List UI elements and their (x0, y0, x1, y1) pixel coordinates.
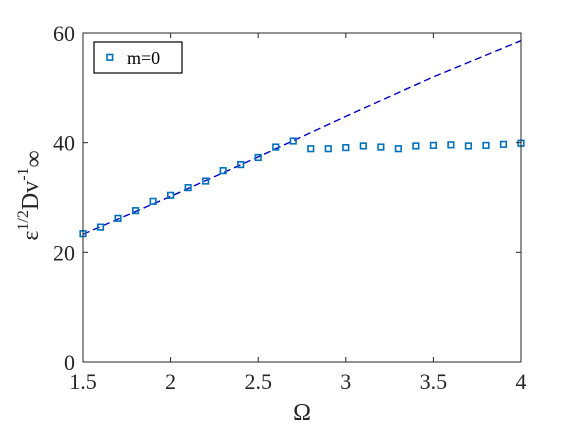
data-point (202, 177, 210, 185)
x-axis-label: Ω (293, 400, 311, 426)
x-tick-label: 2.5 (244, 369, 272, 394)
x-tick-label: 2 (165, 369, 176, 394)
series-layer (79, 40, 525, 238)
data-point (272, 143, 280, 151)
data-point (499, 140, 508, 148)
data-point (377, 143, 385, 151)
y-label-base-sup: 1/2 (15, 210, 32, 230)
data-point (429, 141, 438, 150)
data-point (342, 144, 350, 152)
data-point (167, 191, 175, 199)
data-point (359, 142, 367, 150)
data-point (482, 141, 490, 150)
y-axis-label: ε1/2Dv-1∞ (15, 150, 47, 240)
legend-label: m=0 (127, 48, 160, 68)
data-point (464, 142, 473, 150)
y-label-base: ε (18, 231, 44, 241)
y-tick-label: 40 (53, 131, 75, 156)
x-tick-label: 3 (340, 369, 351, 394)
y-tick-label: 20 (53, 240, 75, 265)
x-tick-label: 3.5 (420, 369, 448, 394)
data-point (237, 161, 245, 169)
x-tick-label: 1.5 (69, 369, 97, 394)
data-point (289, 137, 297, 145)
y-tick-label: 60 (53, 21, 75, 46)
data-point (131, 207, 140, 215)
data-point (96, 223, 105, 231)
y-label-main: Dv (18, 181, 44, 210)
data-point (114, 214, 122, 222)
y-tick-label: 0 (64, 350, 75, 375)
data-point (219, 167, 227, 175)
data-point (447, 141, 455, 149)
y-label-main-sup: -1 (15, 167, 32, 180)
data-point (184, 184, 192, 192)
plot-area (83, 33, 521, 362)
data-point (324, 145, 332, 153)
legend: m=0 (93, 41, 183, 74)
data-point (394, 145, 402, 153)
x-tick-label: 4 (516, 369, 527, 394)
legend-box (93, 41, 183, 74)
data-point (149, 197, 157, 205)
axes-box (82, 32, 522, 363)
data-point (307, 145, 315, 153)
legend-marker (106, 53, 114, 61)
data-point (412, 142, 420, 150)
y-label-main-sub: ∞ (21, 150, 47, 167)
data-point (254, 153, 262, 162)
